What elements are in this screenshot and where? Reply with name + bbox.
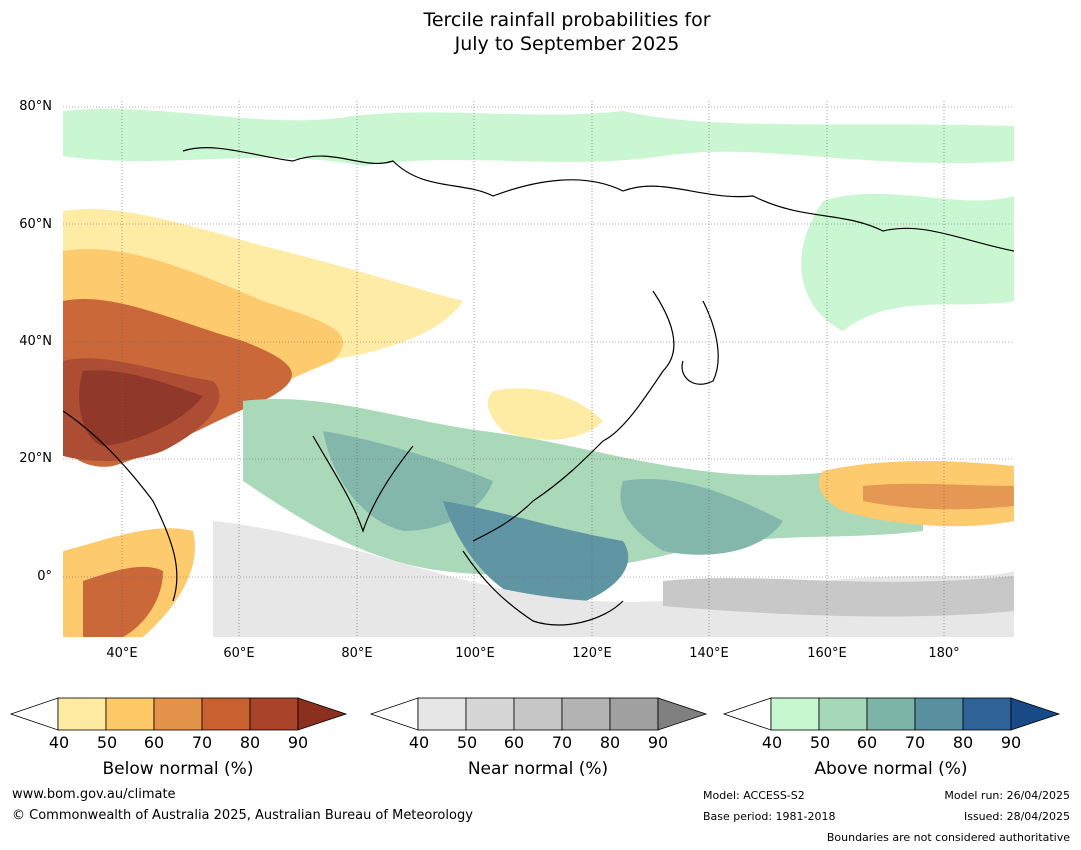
tick-above-80: 80	[952, 733, 974, 752]
colorbar-segment	[818, 697, 868, 731]
shade-equatorial-darkgrey	[663, 576, 1014, 617]
colorbar-segment	[57, 697, 107, 731]
colorbar-high-arrow	[657, 697, 708, 731]
lon-label-160e: 160°E	[807, 646, 847, 661]
tick-near-90: 90	[647, 733, 669, 752]
colorbar-above-title: Above normal (%)	[814, 759, 968, 779]
shade-arctic-green	[63, 108, 1014, 166]
colorbar-segment	[914, 697, 964, 731]
colorbar-near-normal	[370, 697, 708, 731]
tick-below-80: 80	[239, 733, 261, 752]
website-link[interactable]: www.bom.gov.au/climate	[12, 787, 176, 802]
lat-label-20n: 20°N	[19, 451, 52, 466]
colorbar-low-arrow	[10, 697, 59, 731]
colorbar-low-arrow	[370, 697, 419, 731]
tick-below-40: 40	[48, 733, 70, 752]
model-run-text: Model run: 26/04/2025	[944, 789, 1070, 802]
lat-label-60n: 60°N	[19, 217, 52, 232]
lat-label-0: 0°	[37, 569, 52, 584]
tick-near-40: 40	[408, 733, 430, 752]
colorbar-segment	[105, 697, 155, 731]
tick-near-70: 70	[551, 733, 573, 752]
colorbar-low-arrow	[723, 697, 772, 731]
tick-below-70: 70	[191, 733, 213, 752]
coast-se-asia	[462, 550, 624, 626]
colorbar-segment	[866, 697, 916, 731]
colorbar-segment	[962, 697, 1012, 731]
tick-above-60: 60	[856, 733, 878, 752]
copyright-text: © Commonwealth of Australia 2025, Austra…	[12, 808, 473, 823]
lat-label-40n: 40°N	[19, 334, 52, 349]
title-line-2: July to September 2025	[454, 33, 680, 55]
coast-india	[312, 435, 414, 533]
colorbar-above-normal	[723, 697, 1061, 731]
tick-near-60: 60	[503, 733, 525, 752]
tick-above-90: 90	[1000, 733, 1022, 752]
colorbar-segment	[513, 697, 563, 731]
lon-label-180: 180°	[928, 646, 960, 661]
tick-below-50: 50	[96, 733, 118, 752]
lon-label-100e: 100°E	[455, 646, 495, 661]
colorbar-segment	[201, 697, 251, 731]
base-period-text: Base period: 1981-2018	[703, 810, 836, 823]
lon-label-80e: 80°E	[341, 646, 373, 661]
map-title: Tercile rainfall probabilities for July …	[0, 8, 1081, 56]
rainfall-probability-map	[63, 101, 1014, 637]
tick-above-70: 70	[904, 733, 926, 752]
colorbar-segment	[153, 697, 203, 731]
shade-bay-of-bengal-blue	[443, 501, 629, 611]
lat-label-80n: 80°N	[19, 99, 52, 114]
tick-above-40: 40	[761, 733, 783, 752]
lon-label-40e: 40°E	[106, 646, 138, 661]
model-text: Model: ACCESS-S2	[703, 789, 805, 802]
colorbar-high-arrow	[297, 697, 348, 731]
coast-arctic	[182, 147, 1014, 252]
coast-japan	[681, 300, 719, 385]
coast-africa-arabia	[63, 410, 178, 602]
colorbar-near-title: Near normal (%)	[467, 759, 609, 779]
coast-east-china	[472, 290, 675, 542]
shade-arabia-core	[79, 370, 203, 446]
lon-label-120e: 120°E	[572, 646, 612, 661]
issued-text: Issued: 28/04/2025	[963, 810, 1070, 823]
colorbar-below-normal	[10, 697, 348, 731]
tick-below-90: 90	[287, 733, 309, 752]
title-line-1: Tercile rainfall probabilities for	[423, 9, 711, 31]
tick-near-80: 80	[599, 733, 621, 752]
colorbar-segment	[465, 697, 515, 731]
boundaries-note: Boundaries are not considered authoritat…	[826, 831, 1070, 844]
colorbar-high-arrow	[1010, 697, 1061, 731]
tick-near-50: 50	[456, 733, 478, 752]
lon-label-60e: 60°E	[223, 646, 255, 661]
colorbar-segment	[770, 697, 820, 731]
lon-label-140e: 140°E	[689, 646, 729, 661]
shade-nw-pacific-green	[801, 193, 1014, 331]
shade-east-africa-red	[83, 566, 163, 637]
shade-pacific-darkorange	[863, 483, 1014, 510]
shade-philippines-teal	[620, 479, 783, 555]
tick-below-60: 60	[143, 733, 165, 752]
tick-above-50: 50	[809, 733, 831, 752]
shade-china-yellow	[487, 388, 603, 440]
colorbar-segment	[561, 697, 611, 731]
colorbar-segment	[609, 697, 659, 731]
colorbar-below-title: Below normal (%)	[102, 759, 254, 779]
colorbar-segment	[417, 697, 467, 731]
map-svg	[63, 101, 1014, 637]
colorbar-segment	[249, 697, 299, 731]
coastlines	[63, 147, 1014, 626]
graticule	[63, 101, 1014, 637]
probability-shading	[63, 108, 1014, 637]
